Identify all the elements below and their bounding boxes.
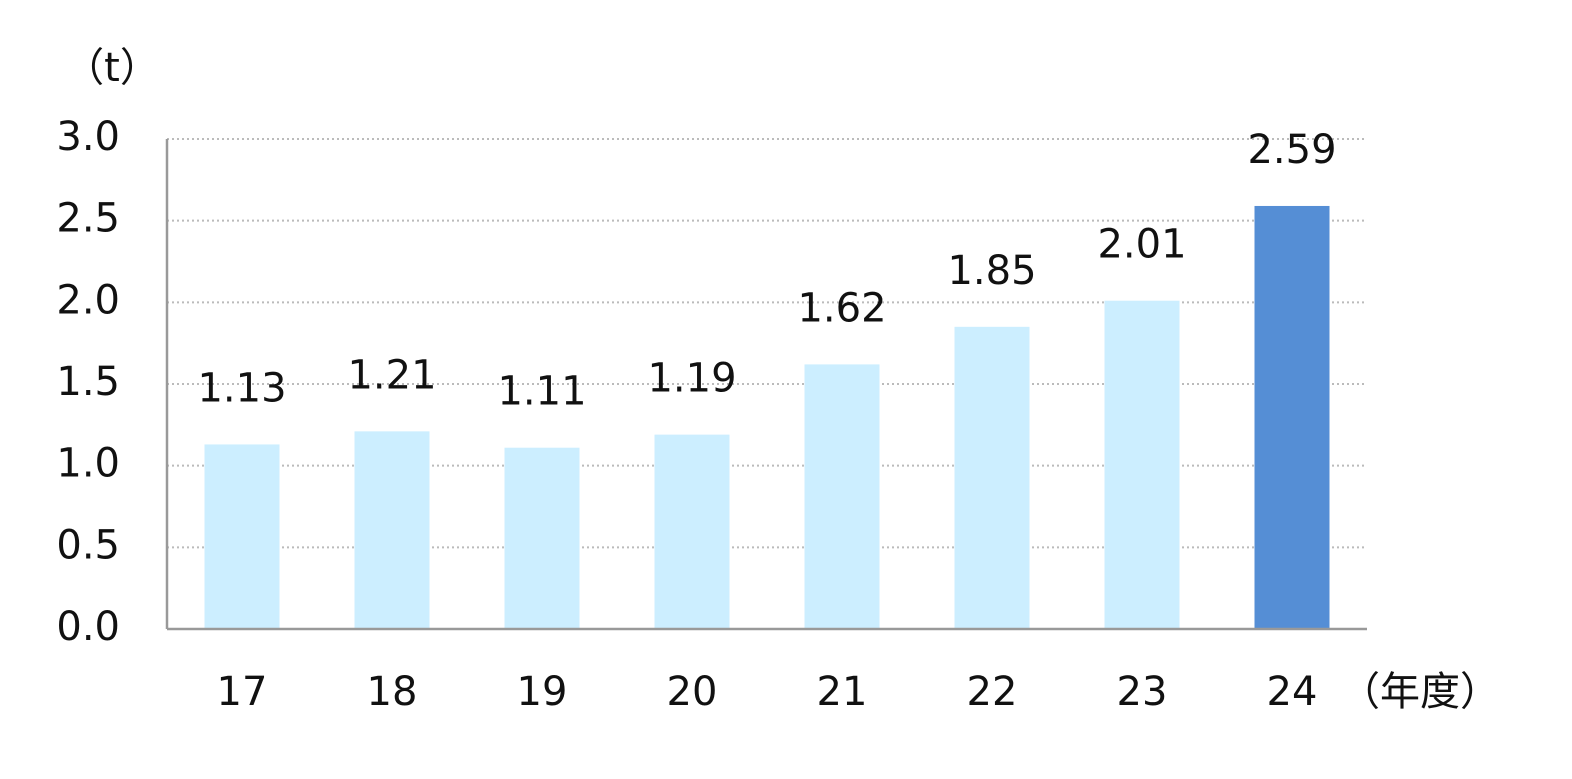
value-label: 1.21 — [347, 352, 436, 398]
bar — [1104, 300, 1180, 629]
x-tick-label: 23 — [1117, 669, 1168, 715]
x-tick-label: 20 — [667, 669, 718, 715]
y-tick-label: 2.5 — [56, 196, 120, 242]
x-tick-label: 19 — [517, 669, 568, 715]
x-tick-label: 22 — [967, 669, 1018, 715]
x-tick-label: 17 — [217, 669, 268, 715]
bar — [204, 444, 280, 629]
y-tick-label: 0.5 — [56, 522, 120, 568]
bar — [1254, 205, 1330, 629]
bar — [504, 447, 580, 629]
value-label: 1.11 — [497, 369, 586, 415]
value-label: 1.19 — [647, 356, 736, 402]
bar — [954, 326, 1030, 629]
y-tick-label: 1.0 — [56, 441, 120, 487]
y-tick-label: 1.5 — [56, 359, 120, 405]
x-tick-label: 24 — [1267, 669, 1318, 715]
x-tick-label: 21 — [817, 669, 868, 715]
y-axis-label: （t） — [64, 45, 160, 91]
x-axis-label: （年度） — [1340, 669, 1500, 715]
x-tick-label: 18 — [367, 669, 418, 715]
bar — [354, 431, 430, 629]
y-tick-label: 3.0 — [56, 114, 120, 160]
bar — [654, 434, 730, 629]
value-label: 1.13 — [197, 365, 286, 411]
y-tick-label: 0.0 — [56, 604, 120, 650]
bar — [804, 364, 880, 629]
y-tick-label: 2.0 — [56, 277, 120, 323]
value-label: 1.85 — [947, 248, 1036, 294]
value-label: 2.01 — [1097, 222, 1186, 268]
value-label: 1.62 — [797, 285, 886, 331]
value-label: 2.59 — [1247, 127, 1336, 173]
